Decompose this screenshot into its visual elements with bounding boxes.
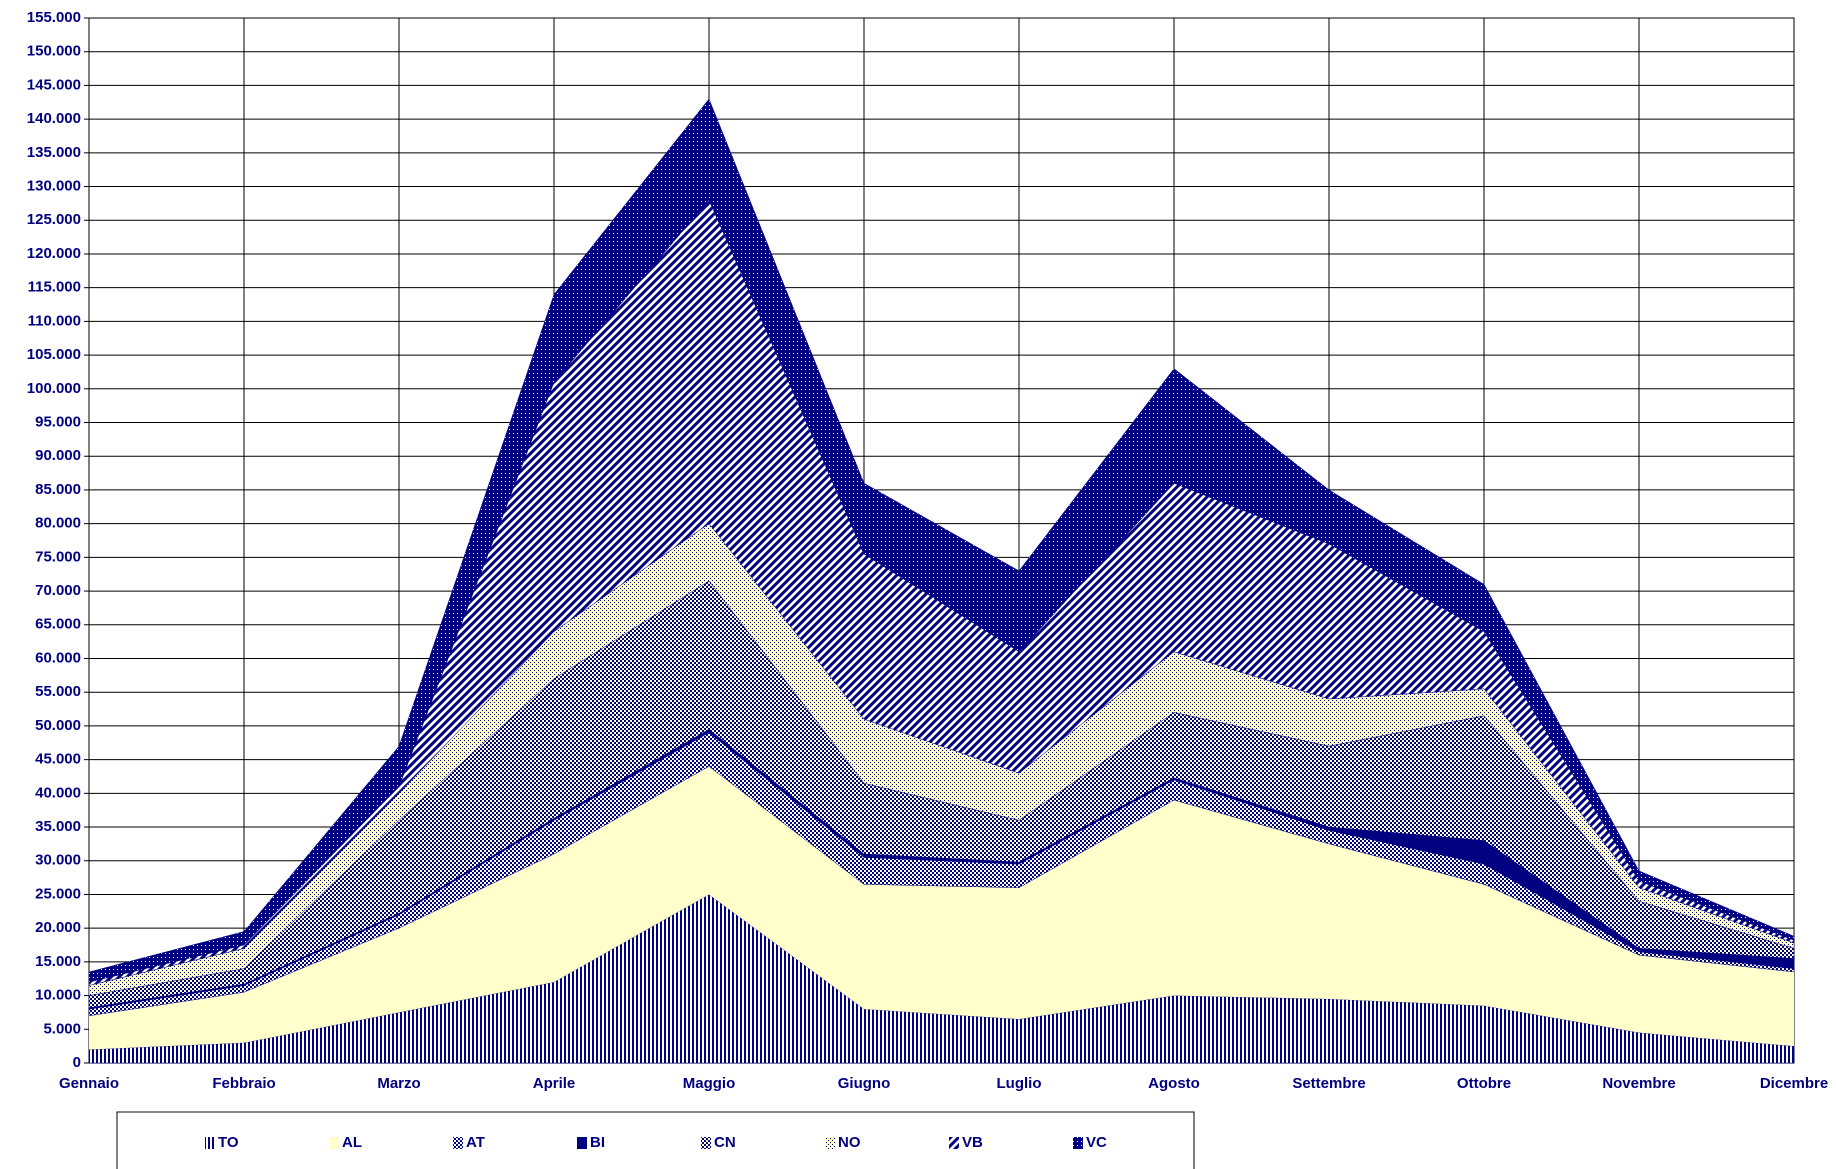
y-tick-label: 125.000 bbox=[27, 211, 81, 228]
legend-label: AT bbox=[466, 1134, 485, 1151]
y-tick-label: 120.000 bbox=[27, 245, 81, 262]
legend-swatch bbox=[949, 1137, 959, 1149]
y-tick-label: 130.000 bbox=[27, 178, 81, 195]
x-tick-label: Dicembre bbox=[1760, 1075, 1828, 1092]
legend-label: NO bbox=[838, 1134, 861, 1151]
x-tick-label: Maggio bbox=[683, 1075, 736, 1092]
legend-swatch bbox=[825, 1137, 835, 1149]
y-tick-label: 105.000 bbox=[27, 346, 81, 363]
area bbox=[88, 894, 1795, 1064]
x-tick-label: Marzo bbox=[377, 1075, 420, 1092]
y-tick-label: 75.000 bbox=[35, 548, 81, 565]
y-tick-label: 50.000 bbox=[35, 717, 81, 734]
legend-swatch bbox=[701, 1137, 711, 1149]
y-tick-label: 10.000 bbox=[35, 987, 81, 1004]
y-tick-label: 135.000 bbox=[27, 144, 81, 161]
y-tick-label: 5.000 bbox=[43, 1020, 81, 1037]
x-tick-label: Novembre bbox=[1602, 1075, 1675, 1092]
x-tick-label: Luglio bbox=[997, 1075, 1042, 1092]
y-tick-label: 95.000 bbox=[35, 413, 81, 430]
y-tick-label: 20.000 bbox=[35, 919, 81, 936]
y-tick-label: 145.000 bbox=[27, 76, 81, 93]
y-tick-label: 15.000 bbox=[35, 953, 81, 970]
x-tick-label: Aprile bbox=[533, 1075, 576, 1092]
legend-swatch bbox=[577, 1137, 587, 1149]
legend-label: BI bbox=[590, 1134, 605, 1151]
legend-label: AL bbox=[342, 1134, 362, 1151]
x-tick-label: Ottobre bbox=[1457, 1075, 1511, 1092]
y-tick-label: 155.000 bbox=[27, 9, 81, 26]
legend-label: VC bbox=[1086, 1134, 1107, 1151]
y-tick-label: 55.000 bbox=[35, 683, 81, 700]
x-tick-label: Agosto bbox=[1148, 1075, 1200, 1092]
y-tick-label: 65.000 bbox=[35, 616, 81, 633]
y-tick-label: 0 bbox=[73, 1054, 81, 1071]
legend-swatch bbox=[1073, 1137, 1083, 1149]
y-tick-label: 60.000 bbox=[35, 649, 81, 666]
y-tick-label: 45.000 bbox=[35, 751, 81, 768]
y-tick-label: 25.000 bbox=[35, 885, 81, 902]
y-tick-label: 35.000 bbox=[35, 818, 81, 835]
area bbox=[88, 98, 1795, 983]
y-tick-label: 30.000 bbox=[35, 852, 81, 869]
legend-swatch bbox=[453, 1137, 463, 1149]
y-tick-label: 70.000 bbox=[35, 582, 81, 599]
legend-label: CN bbox=[714, 1134, 736, 1151]
legend-swatch bbox=[329, 1137, 339, 1149]
x-tick-label: Gennaio bbox=[59, 1075, 119, 1092]
y-tick-label: 140.000 bbox=[27, 110, 81, 127]
y-tick-label: 100.000 bbox=[27, 380, 81, 397]
y-tick-label: 110.000 bbox=[28, 312, 81, 329]
area bbox=[89, 766, 1794, 1050]
y-tick-label: 85.000 bbox=[35, 481, 81, 498]
legend-label: TO bbox=[218, 1134, 239, 1151]
x-tick-label: Febbraio bbox=[212, 1075, 275, 1092]
y-tick-label: 40.000 bbox=[35, 784, 81, 801]
x-tick-label: Giugno bbox=[838, 1075, 891, 1092]
x-tick-label: Settembre bbox=[1292, 1075, 1365, 1092]
legend-label: VB bbox=[962, 1134, 983, 1151]
y-tick-label: 150.000 bbox=[27, 43, 81, 60]
legend-box bbox=[116, 1111, 1195, 1169]
y-tick-label: 80.000 bbox=[35, 515, 81, 532]
y-tick-label: 90.000 bbox=[35, 447, 81, 464]
y-tick-label: 115.000 bbox=[28, 279, 81, 296]
legend-swatch bbox=[205, 1137, 215, 1149]
